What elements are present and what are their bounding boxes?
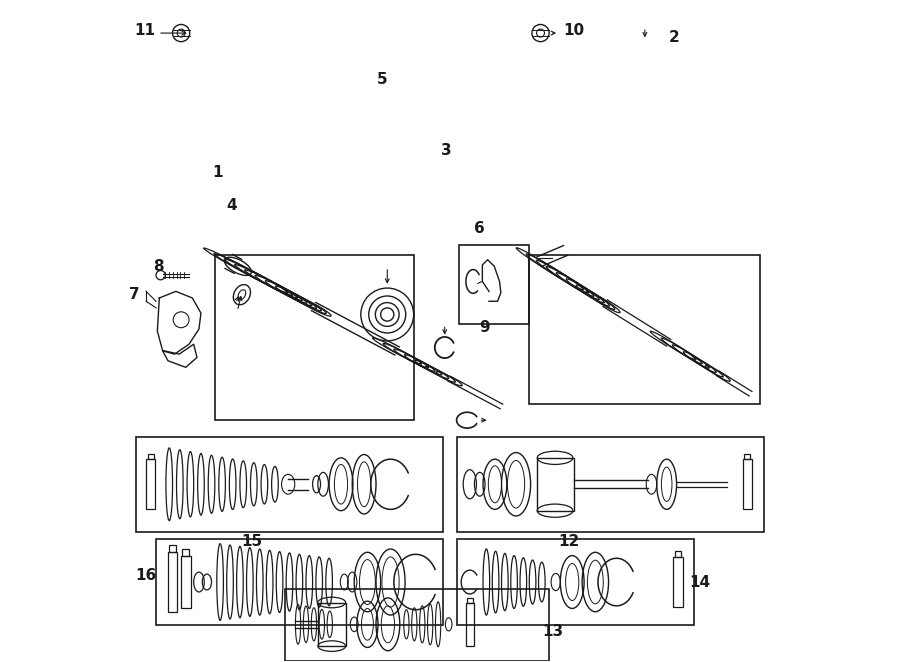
- Bar: [673, 557, 682, 607]
- Bar: [181, 555, 191, 608]
- Text: 2: 2: [670, 30, 680, 44]
- Bar: [156, 539, 444, 625]
- Bar: [456, 539, 695, 625]
- Bar: [146, 459, 156, 509]
- Text: 5: 5: [377, 72, 388, 87]
- Bar: [675, 551, 681, 557]
- Text: 10: 10: [563, 23, 585, 38]
- Text: 14: 14: [689, 575, 710, 590]
- Text: 12: 12: [558, 534, 580, 549]
- Bar: [318, 602, 346, 646]
- Bar: [167, 552, 177, 612]
- Bar: [148, 453, 154, 459]
- Bar: [456, 437, 764, 532]
- Bar: [183, 549, 189, 555]
- Bar: [467, 598, 472, 603]
- Text: 9: 9: [480, 320, 491, 335]
- Bar: [284, 589, 549, 661]
- Text: 8: 8: [153, 259, 163, 274]
- Bar: [465, 603, 474, 646]
- Bar: [459, 245, 529, 324]
- Text: 7: 7: [129, 287, 140, 302]
- Bar: [529, 255, 760, 404]
- Text: 4: 4: [227, 198, 238, 213]
- Bar: [169, 545, 176, 552]
- Text: 3: 3: [441, 143, 452, 158]
- Bar: [215, 255, 414, 420]
- Text: 15: 15: [241, 534, 263, 549]
- Text: 1: 1: [212, 165, 222, 180]
- Text: 16: 16: [136, 568, 157, 583]
- Text: 6: 6: [474, 221, 485, 236]
- Bar: [537, 458, 573, 510]
- Text: 11: 11: [134, 23, 156, 38]
- Bar: [744, 453, 751, 459]
- Text: 13: 13: [542, 624, 563, 639]
- Bar: [742, 459, 752, 509]
- Bar: [136, 437, 444, 532]
